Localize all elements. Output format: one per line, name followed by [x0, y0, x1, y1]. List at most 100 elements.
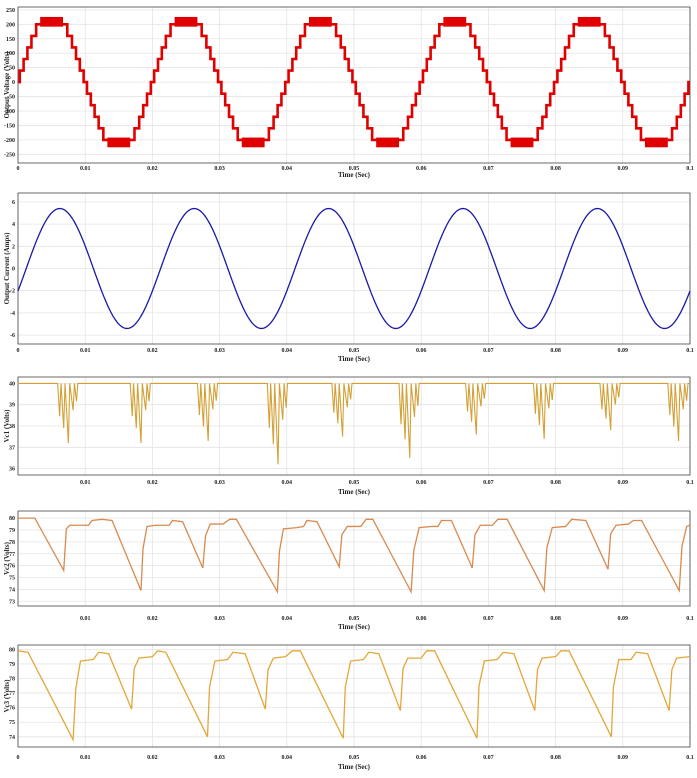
x-tick-label: 0.05: [349, 166, 360, 172]
vc1-chart: 0.01 0.02 0.03 0.04 0.05 0.06 0.07 0.08 0.09 0.1 3…: [0, 369, 697, 504]
y-tick-label: 40: [9, 381, 15, 387]
series-line: [17, 650, 691, 743]
y-tick-label: 2: [12, 244, 15, 250]
x-axis-label: Time (Sec): [338, 355, 371, 363]
x-tick-label: 0.06: [416, 166, 427, 172]
x-axis-label: Time (Sec): [338, 763, 371, 771]
y-tick-label: 39: [9, 403, 15, 409]
x-tick-label: 0.02: [147, 348, 158, 354]
x-tick-label: 0.09: [618, 348, 629, 354]
grid: [17, 645, 691, 747]
x-tick-label: 0.05: [349, 616, 360, 622]
x-tick-label: 0.01: [80, 755, 91, 761]
x-tick-label: 0.03: [214, 755, 225, 761]
y-tick-label: 80: [9, 647, 15, 653]
x-tick-label: 0.01: [80, 616, 91, 622]
x-tick-label: 0.05: [349, 755, 360, 761]
y-tick-label: 74: [9, 587, 15, 593]
positive-peak-band: [174, 16, 198, 27]
negative-peak-band: [376, 137, 400, 148]
output-current-chart: 0 0.01 0.02 0.03 0.04 0.05 0.06 0.07 0.08 0.09 0.1…: [0, 186, 697, 369]
y-tick-label: 250: [6, 8, 15, 14]
y-tick-label: -50: [7, 95, 15, 101]
negative-peak-band: [510, 137, 534, 148]
x-tick-label: 0.1: [686, 348, 694, 354]
y-tick-label: -4: [10, 311, 15, 317]
vc2-chart: 0.01 0.02 0.03 0.04 0.05 0.06 0.07 0.08 0.09 0.1 7…: [0, 504, 697, 637]
x-tick-label: 0.06: [416, 480, 427, 486]
x-tick-label: 0.1: [686, 616, 694, 622]
plot-frame: [17, 644, 691, 748]
x-tick-label: 0.01: [80, 166, 91, 172]
y-tick-label: 75: [9, 720, 15, 726]
positive-peak-band: [308, 16, 332, 27]
vc1-plot: 0.01 0.02 0.03 0.04 0.05 0.06 0.07 0.08 0.09 0.1 3…: [3, 376, 694, 496]
x-tick-label: 0.09: [618, 166, 629, 172]
y-axis-label: Output Voltage (Volts): [3, 51, 11, 119]
x-tick-label: 0.07: [483, 348, 494, 354]
x-tick-label: 0.05: [349, 348, 360, 354]
y-tick-label: 78: [9, 540, 15, 546]
y-tick-label: 100: [6, 51, 15, 57]
output-voltage-chart: 0 0.01 0.02 0.03 0.04 0.05 0.06 0.07 0.08 0.09 0.1…: [0, 0, 697, 186]
x-tick-label: 0.04: [282, 480, 293, 486]
x-axis-label: Time (Sec): [338, 488, 371, 496]
x-tick-label: 0.1: [686, 166, 694, 172]
y-tick-label: -2: [10, 289, 15, 295]
y-tick-label: 37: [9, 445, 15, 451]
x-tick-label: 0.03: [214, 616, 225, 622]
x-tick-label: 0.09: [618, 755, 629, 761]
x-tick-label: 0.06: [416, 616, 427, 622]
plot-frame: [17, 376, 691, 476]
x-tick-label: 0.07: [483, 480, 494, 486]
x-tick-label: 0.04: [282, 755, 293, 761]
x-tick-label: 0.06: [416, 348, 427, 354]
x-tick-label: 0.1: [686, 480, 694, 486]
x-tick-label: 0.03: [214, 480, 225, 486]
y-axis-label: Vc1 (Volts): [3, 409, 11, 443]
y-axis-label: Output Current (Amps): [3, 232, 11, 304]
y-tick-label: 200: [6, 22, 15, 28]
x-tick-label: 0.08: [550, 480, 561, 486]
x-tick-label: 0.03: [214, 348, 225, 354]
plot-frame: [17, 192, 691, 345]
grid: [17, 511, 691, 606]
y-tick-label: 78: [9, 677, 15, 683]
y-tick-label: 77: [9, 691, 15, 697]
x-tick-label: 0.08: [550, 616, 561, 622]
y-tick-label: 76: [9, 564, 15, 570]
vc3-chart: 0 0.01 0.02 0.03 0.04 0.05 0.06 0.07 0.08 0.09 0.1…: [0, 637, 697, 773]
y-axis-label: Vc2 (Volts): [3, 541, 11, 575]
y-tick-label: -100: [4, 109, 15, 115]
x-tick-label: 0: [17, 166, 20, 172]
y-tick-label: 74: [9, 735, 15, 741]
x-tick-label: 0.01: [80, 480, 91, 486]
x-tick-label: 0.04: [282, 616, 293, 622]
vc3-plot: 0 0.01 0.02 0.03 0.04 0.05 0.06 0.07 0.08 0.09 0.1…: [3, 644, 694, 771]
x-axis-label: Time (Sec): [338, 623, 371, 631]
y-tick-label: 0: [12, 80, 15, 86]
y-tick-label: 36: [9, 467, 15, 473]
y-tick-label: 77: [9, 552, 15, 558]
x-tick-label: 0.07: [483, 755, 494, 761]
x-tick-label: 0.09: [618, 616, 629, 622]
y-tick-label: 0: [12, 267, 15, 273]
x-tick-label: 0: [17, 755, 20, 761]
x-tick-label: 0.03: [214, 166, 225, 172]
x-tick-label: 0.07: [483, 616, 494, 622]
x-tick-label: 0.06: [416, 755, 427, 761]
x-tick-label: 0.04: [282, 348, 293, 354]
positive-peak-band: [577, 16, 601, 27]
y-tick-label: 79: [9, 662, 15, 668]
output-voltage-plot: 0 0.01 0.02 0.03 0.04 0.05 0.06 0.07 0.08 0.09 0.1…: [3, 6, 694, 179]
negative-peak-band: [241, 137, 265, 148]
x-tick-label: 0.01: [80, 348, 91, 354]
vc2-plot: 0.01 0.02 0.03 0.04 0.05 0.06 0.07 0.08 0.09 0.1 7…: [3, 510, 694, 631]
output-current-plot: 0 0.01 0.02 0.03 0.04 0.05 0.06 0.07 0.08 0.09 0.1…: [3, 192, 694, 363]
x-tick-label: 0: [17, 348, 20, 354]
x-tick-label: 0.02: [147, 166, 158, 172]
x-axis-label: Time (Sec): [338, 171, 371, 179]
x-tick-label: 0.08: [550, 348, 561, 354]
x-tick-label: 0.07: [483, 166, 494, 172]
series-line: [18, 517, 691, 595]
